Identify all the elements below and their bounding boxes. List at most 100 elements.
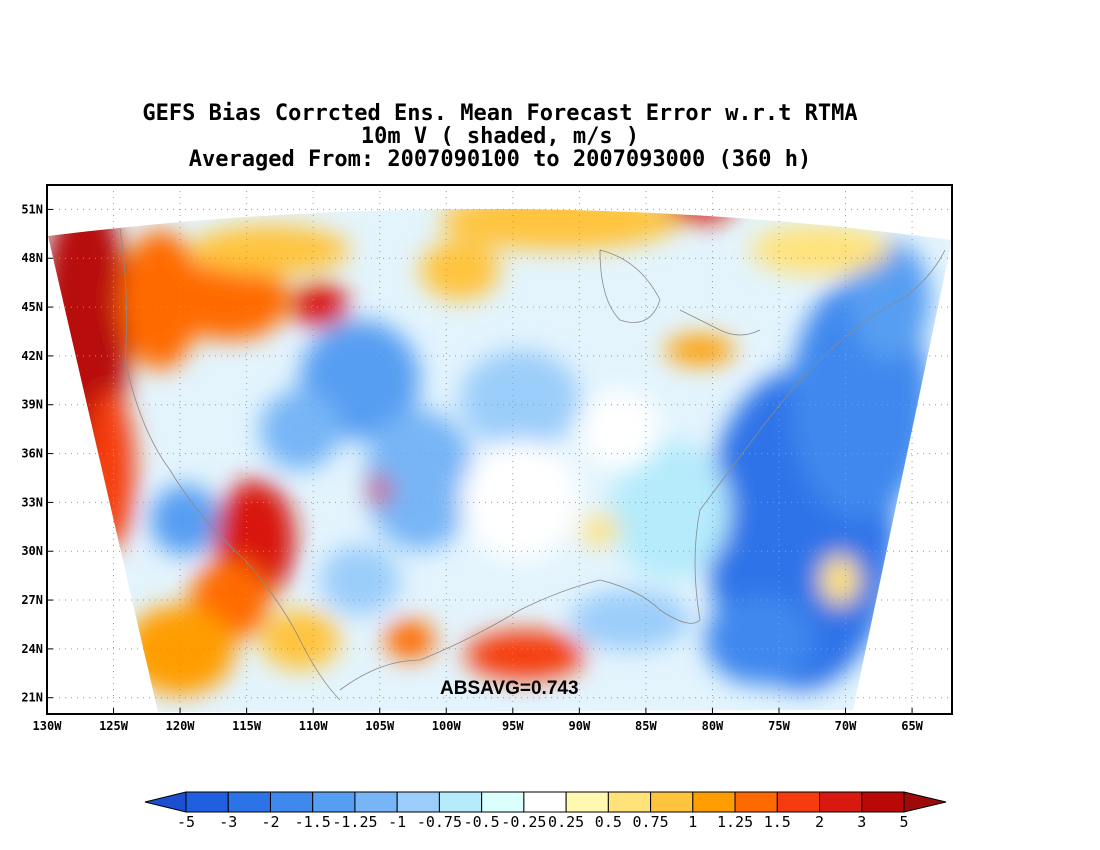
colorbar-label: 2 [815, 813, 824, 831]
title-line-1: GEFS Bias Corrcted Ens. Mean Forecast Er… [142, 101, 858, 126]
error-region [320, 545, 400, 615]
error-region [85, 390, 135, 550]
lat-tick-label: 21N [21, 691, 43, 705]
error-region [460, 440, 580, 560]
lon-tick-label: 130W [33, 719, 63, 733]
absavg-label: ABSAVG=0.743 [440, 678, 579, 699]
colorbar-label: -1.5 [295, 813, 331, 831]
lat-tick-label: 24N [21, 642, 43, 656]
error-region [170, 260, 290, 340]
lat-tick-label: 33N [21, 495, 43, 509]
colorbar-swatch [565, 791, 609, 813]
coastlines [119, 227, 946, 701]
lon-tick-label: 100W [432, 719, 462, 733]
colorbar-high-extension [903, 791, 947, 813]
error-region [570, 590, 690, 650]
colorbar-swatch [861, 791, 905, 813]
error-region [385, 620, 435, 660]
colorbar-label: 1.25 [717, 813, 753, 831]
error-region [292, 283, 348, 327]
error-region [580, 515, 620, 545]
error-region [750, 225, 890, 275]
colorbar-label: 0.75 [633, 813, 669, 831]
lon-tick-label: 80W [702, 719, 724, 733]
lat-axis: 51N 48N 45N 42N 39N 36N 33N 30N 27N 24N 21N [21, 202, 53, 705]
colorbar-swatch [776, 791, 821, 813]
colorbar-label: -0.75 [417, 813, 462, 831]
colorbar-swatch [734, 791, 778, 813]
lat-tick-label: 42N [21, 349, 43, 363]
error-field [48, 208, 952, 712]
lon-tick-label: 90W [569, 719, 591, 733]
colorbar-label: 5 [899, 813, 908, 831]
colorbar-low-extension [144, 791, 187, 813]
error-region [665, 208, 735, 222]
lon-tick-label: 75W [768, 719, 790, 733]
colorbar-label: 0.25 [548, 813, 584, 831]
lon-tick-label: 125W [99, 719, 129, 733]
lon-tick-label: 115W [232, 719, 262, 733]
lon-tick-label: 95W [502, 719, 524, 733]
error-region [370, 475, 390, 505]
error-region [465, 630, 585, 680]
colorbar-label: -1.25 [332, 813, 377, 831]
colorbar-swatch [312, 791, 356, 813]
colorbar-label: 1.5 [764, 813, 791, 831]
colorbar-swatch [438, 791, 483, 813]
colorbar-swatch [692, 791, 736, 813]
lat-tick-label: 36N [21, 447, 43, 461]
colorbar-swatch [819, 791, 863, 813]
colorbar-label: -3 [219, 813, 237, 831]
error-region [125, 605, 235, 695]
error-region [440, 208, 680, 250]
error-region [850, 240, 930, 360]
lat-tick-label: 45N [21, 300, 43, 314]
colorbar-swatch [396, 791, 440, 813]
colorbar: -5 -3 -2 -1.5 -1.25 -1 -0.75 -0.5 -0.25 0.25 0.5 0.… [144, 791, 947, 831]
colorbar-swatch [354, 791, 398, 813]
colorbar-swatch [227, 791, 271, 813]
colorbar-label: -2 [261, 813, 279, 831]
lon-tick-label: 85W [635, 719, 657, 733]
error-region [260, 390, 340, 470]
error-region [365, 410, 475, 550]
lat-tick-label: 48N [21, 251, 43, 265]
lon-axis: 130W 125W 120W 115W 110W 105W 100W 95W 90W 85W 80W… [33, 708, 924, 733]
error-region [420, 240, 500, 300]
colorbar-swatch [185, 791, 229, 813]
colorbar-label: -0.25 [501, 813, 546, 831]
colorbar-label: 0.5 [595, 813, 622, 831]
lon-tick-label: 70W [835, 719, 857, 733]
lat-tick-label: 39N [21, 398, 43, 412]
colorbar-label: 3 [857, 813, 866, 831]
title-line-3: Averaged From: 2007090100 to 2007093000 … [188, 147, 812, 172]
map-grid [47, 185, 952, 714]
error-region [665, 335, 735, 365]
colorbar-label: -0.5 [464, 813, 500, 831]
colorbar-swatch [481, 791, 525, 813]
colorbar-label: -5 [177, 813, 195, 831]
error-region [820, 555, 860, 605]
lat-tick-label: 30N [21, 544, 43, 558]
lon-tick-label: 110W [299, 719, 329, 733]
error-region [460, 350, 580, 450]
colorbar-label: 1 [688, 813, 697, 831]
error-region [610, 440, 730, 580]
title-block: GEFS Bias Corrcted Ens. Mean Forecast Er… [0, 102, 1000, 171]
error-region [580, 390, 660, 470]
lat-tick-label: 51N [21, 202, 43, 216]
title-line-2: 10m V ( shaded, m/s ) [360, 124, 640, 149]
colorbar-swatch [650, 791, 694, 813]
colorbar-swatch [607, 791, 652, 813]
lon-tick-label: 65W [901, 719, 923, 733]
lon-tick-label: 105W [365, 719, 395, 733]
error-region [150, 485, 220, 555]
colorbar-label: -1 [388, 813, 406, 831]
error-region [705, 595, 815, 685]
error-region [190, 225, 350, 275]
lat-tick-label: 27N [21, 593, 43, 607]
colorbar-swatch [523, 791, 567, 813]
map-frame [46, 184, 953, 715]
lon-tick-label: 120W [166, 719, 196, 733]
